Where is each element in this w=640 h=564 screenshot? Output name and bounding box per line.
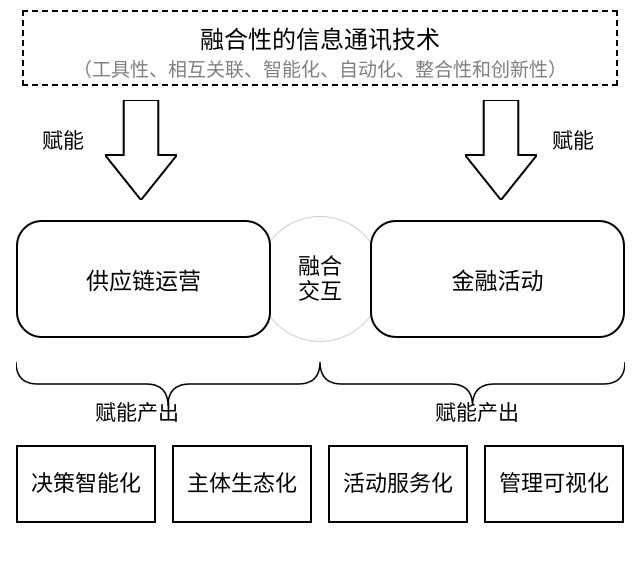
arrow-label-left: 赋能 — [42, 125, 84, 155]
output-box-2: 活动服务化 — [328, 445, 468, 523]
center-circle: 融合 交互 — [257, 216, 383, 342]
arrow-down-right — [465, 100, 537, 200]
output-box-1: 主体生态化 — [172, 445, 312, 523]
main-box-left: 供应链运营 — [16, 220, 271, 338]
main-box-left-label: 供应链运营 — [86, 262, 201, 296]
output-label-right: 赋能产出 — [435, 397, 519, 427]
output-box-3: 管理可视化 — [484, 445, 624, 523]
arrow-label-right: 赋能 — [552, 125, 594, 155]
output-label-left: 赋能产出 — [95, 397, 179, 427]
output-box-0: 决策智能化 — [16, 445, 156, 523]
main-box-right-label: 金融活动 — [452, 262, 544, 296]
circle-label: 融合 交互 — [298, 254, 342, 305]
arrow-down-left — [105, 100, 177, 200]
top-title: 融合性的信息通讯技术 — [24, 20, 616, 55]
top-subtitle: （工具性、相互关联、智能化、自动化、整合性和创新性） — [24, 55, 616, 82]
top-dashed-box: 融合性的信息通讯技术 （工具性、相互关联、智能化、自动化、整合性和创新性） — [22, 10, 618, 86]
main-box-right: 金融活动 — [370, 220, 625, 338]
